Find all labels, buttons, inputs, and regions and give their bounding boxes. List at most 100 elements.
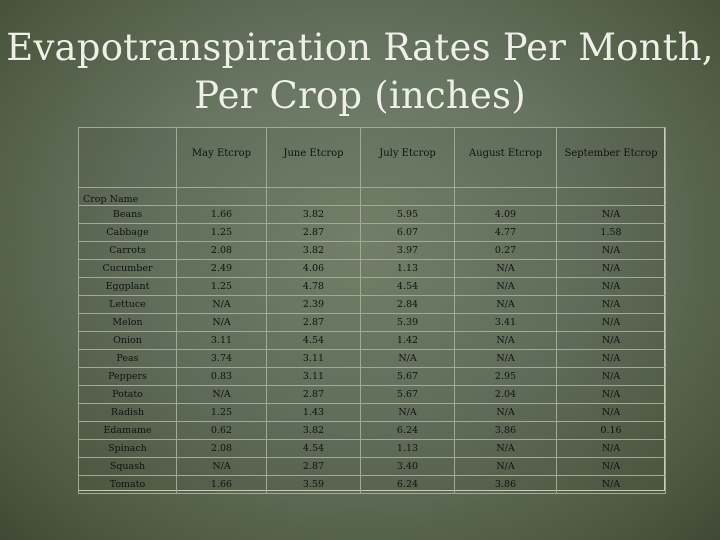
et-rates-table: May Etcrop June Etcrop July Etcrop Augus… xyxy=(78,127,666,494)
table-row: Radish 1.25 1.43 N/A N/A N/A xyxy=(78,403,666,422)
etcrop-value-cell: N/A xyxy=(556,439,666,458)
etcrop-value-cell: 2.87 xyxy=(266,385,361,404)
crop-name-cell: Eggplant xyxy=(78,277,177,296)
etcrop-value-cell: N/A xyxy=(454,259,557,278)
etcrop-value-cell: 2.08 xyxy=(176,241,267,260)
etcrop-value-cell: N/A xyxy=(556,385,666,404)
crop-name-cell: Peas xyxy=(78,349,177,368)
etcrop-value-cell: N/A xyxy=(176,295,267,314)
title-line-1: Evapotranspiration Rates Per Month, xyxy=(6,26,714,69)
etcrop-value-cell: N/A xyxy=(454,439,557,458)
etcrop-value-cell: 3.86 xyxy=(454,421,557,440)
etcrop-value-cell: N/A xyxy=(556,241,666,260)
crop-name-cell: Potato xyxy=(78,385,177,404)
row-header-label: Crop Name xyxy=(78,187,177,206)
etcrop-value-cell: 4.77 xyxy=(454,223,557,242)
etcrop-value-cell: N/A xyxy=(454,457,557,476)
etcrop-value-cell: 0.62 xyxy=(176,421,267,440)
etcrop-value-cell: N/A xyxy=(454,295,557,314)
etcrop-value-cell: 1.66 xyxy=(176,475,267,494)
etcrop-value-cell: N/A xyxy=(556,205,666,224)
etcrop-value-cell: 6.24 xyxy=(360,475,455,494)
etcrop-value-cell: 5.67 xyxy=(360,367,455,386)
etcrop-value-cell: 5.39 xyxy=(360,313,455,332)
etcrop-value-cell: N/A xyxy=(556,475,666,494)
etcrop-value-cell: N/A xyxy=(556,277,666,296)
etcrop-value-cell: 3.11 xyxy=(176,331,267,350)
crop-name-cell: Cabbage xyxy=(78,223,177,242)
table-body: May Etcrop June Etcrop July Etcrop Augus… xyxy=(78,127,666,494)
etcrop-value-cell: 3.82 xyxy=(266,421,361,440)
title-line-2: Per Crop (inches) xyxy=(194,74,526,117)
etcrop-value-cell: 1.13 xyxy=(360,259,455,278)
column-header: September Etcrop xyxy=(556,127,666,188)
etcrop-value-cell: N/A xyxy=(176,457,267,476)
etcrop-value-cell: 0.83 xyxy=(176,367,267,386)
etcrop-value-cell: 0.16 xyxy=(556,421,666,440)
table-row: Edamame 0.62 3.82 6.24 3.86 0.16 xyxy=(78,421,666,440)
etcrop-value-cell: N/A xyxy=(556,349,666,368)
etcrop-value-cell: N/A xyxy=(454,403,557,422)
etcrop-value-cell: 6.07 xyxy=(360,223,455,242)
table-row: Beans 1.66 3.82 5.95 4.09 N/A xyxy=(78,205,666,224)
crop-name-cell: Peppers xyxy=(78,367,177,386)
etcrop-value-cell: 3.59 xyxy=(266,475,361,494)
etcrop-value-cell: N/A xyxy=(556,457,666,476)
etcrop-value-cell: 4.09 xyxy=(454,205,557,224)
table-row: Peppers 0.83 3.11 5.67 2.95 N/A xyxy=(78,367,666,386)
table-row: Onion 3.11 4.54 1.42 N/A N/A xyxy=(78,331,666,350)
table-row: Peas 3.74 3.11 N/A N/A N/A xyxy=(78,349,666,368)
etcrop-value-cell: N/A xyxy=(556,313,666,332)
table-row: Eggplant 1.25 4.78 4.54 N/A N/A xyxy=(78,277,666,296)
etcrop-value-cell: N/A xyxy=(176,385,267,404)
empty-cell xyxy=(176,187,267,206)
etcrop-value-cell: N/A xyxy=(454,331,557,350)
etcrop-value-cell: 1.25 xyxy=(176,403,267,422)
column-header: July Etcrop xyxy=(360,127,455,188)
etcrop-value-cell: 4.06 xyxy=(266,259,361,278)
etcrop-value-cell: N/A xyxy=(556,259,666,278)
crop-name-header-row: Crop Name xyxy=(78,187,666,206)
corner-cell xyxy=(78,127,177,188)
etcrop-value-cell: 3.74 xyxy=(176,349,267,368)
etcrop-value-cell: 3.41 xyxy=(454,313,557,332)
etcrop-value-cell: 2.87 xyxy=(266,223,361,242)
etcrop-value-cell: N/A xyxy=(556,331,666,350)
etcrop-value-cell: 2.87 xyxy=(266,313,361,332)
etcrop-value-cell: 4.78 xyxy=(266,277,361,296)
etcrop-value-cell: N/A xyxy=(176,313,267,332)
crop-name-cell: Squash xyxy=(78,457,177,476)
etcrop-value-cell: 3.11 xyxy=(266,367,361,386)
etcrop-value-cell: 3.82 xyxy=(266,241,361,260)
crop-name-cell: Beans xyxy=(78,205,177,224)
etcrop-value-cell: 3.86 xyxy=(454,475,557,494)
etcrop-value-cell: 1.25 xyxy=(176,223,267,242)
etcrop-value-cell: 2.49 xyxy=(176,259,267,278)
etcrop-value-cell: 2.84 xyxy=(360,295,455,314)
crop-name-cell: Edamame xyxy=(78,421,177,440)
etcrop-value-cell: 6.24 xyxy=(360,421,455,440)
etcrop-value-cell: 4.54 xyxy=(266,331,361,350)
table-row: Spinach 2.08 4.54 1.13 N/A N/A xyxy=(78,439,666,458)
etcrop-value-cell: 0.27 xyxy=(454,241,557,260)
etcrop-value-cell: 2.39 xyxy=(266,295,361,314)
etcrop-value-cell: N/A xyxy=(556,295,666,314)
table-row: Carrots 2.08 3.82 3.97 0.27 N/A xyxy=(78,241,666,260)
etcrop-value-cell: N/A xyxy=(360,403,455,422)
crop-name-cell: Carrots xyxy=(78,241,177,260)
table-row: Melon N/A 2.87 5.39 3.41 N/A xyxy=(78,313,666,332)
empty-cell xyxy=(454,187,557,206)
etcrop-value-cell: 5.95 xyxy=(360,205,455,224)
slide-title: Evapotranspiration Rates Per Month, Per … xyxy=(0,24,720,120)
table-row: Cabbage 1.25 2.87 6.07 4.77 1.58 xyxy=(78,223,666,242)
etcrop-value-cell: 4.54 xyxy=(266,439,361,458)
etcrop-value-cell: N/A xyxy=(454,349,557,368)
etcrop-value-cell: 1.42 xyxy=(360,331,455,350)
column-header: June Etcrop xyxy=(266,127,361,188)
table-row: Tomato 1.66 3.59 6.24 3.86 N/A xyxy=(78,475,666,494)
etcrop-value-cell: 1.66 xyxy=(176,205,267,224)
column-header: August Etcrop xyxy=(454,127,557,188)
crop-name-cell: Tomato xyxy=(78,475,177,494)
etcrop-value-cell: 3.11 xyxy=(266,349,361,368)
etcrop-value-cell: N/A xyxy=(556,367,666,386)
